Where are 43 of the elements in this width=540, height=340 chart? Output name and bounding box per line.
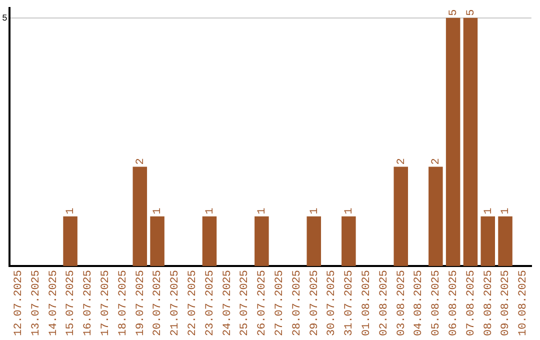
x-tick-label: 05.08.2025 [430,270,443,336]
data-label: 1 [65,207,78,214]
x-tick-label: 30.07.2025 [326,270,338,336]
data-label: 1 [256,207,269,214]
data-label: 2 [396,158,408,165]
data-label: 5 [465,9,478,16]
x-tick-label: 01.08.2025 [360,270,373,336]
x-tick-label: 14.07.2025 [48,270,60,336]
x-tick-label: 19.07.2025 [134,270,147,336]
x-tick-label: 18.07.2025 [117,270,130,336]
data-label: 5 [448,9,460,16]
x-tick-label: 02.08.2025 [378,270,390,336]
x-tick-label: 22.07.2025 [186,270,199,336]
data-label: 2 [430,158,443,165]
x-tick-label: 31.07.2025 [344,270,356,336]
x-tick-label: 16.07.2025 [82,270,95,336]
data-label: 1 [500,207,512,214]
x-tick-label: 17.07.2025 [100,270,112,336]
x-tick-label: 09.08.2025 [500,270,512,336]
data-label: 1 [308,207,321,214]
x-tick-label: 20.07.2025 [152,270,164,336]
data-label: 1 [152,207,164,214]
x-tick-label: 23.07.2025 [204,270,216,336]
x-tick-label: 04.08.2025 [413,270,426,336]
x-tick-label: 12.07.2025 [13,270,26,336]
x-tick-label: 10.08.2025 [518,270,530,336]
x-tick-label: 07.08.2025 [465,270,478,336]
data-label: 1 [204,207,216,214]
x-tick-label: 28.07.2025 [291,270,304,336]
x-tick-label: 03.08.2025 [396,270,408,336]
x-tick-label: 21.07.2025 [170,270,182,336]
x-tick-label: 29.07.2025 [308,270,321,336]
x-tick-label: 25.07.2025 [239,270,252,336]
data-label: 2 [134,158,147,165]
x-tick-label: 27.07.2025 [274,270,286,336]
data-label: 1 [344,207,356,214]
x-tick-label: 15.07.2025 [65,270,78,336]
x-tick-label: 13.07.2025 [30,270,42,336]
x-tick-label: 08.08.2025 [482,270,495,336]
data-label: 1 [482,207,495,214]
x-tick-label: 26.07.2025 [256,270,269,336]
x-tick-label: 24.07.2025 [222,270,234,336]
x-tick-label: 06.08.2025 [448,270,460,336]
